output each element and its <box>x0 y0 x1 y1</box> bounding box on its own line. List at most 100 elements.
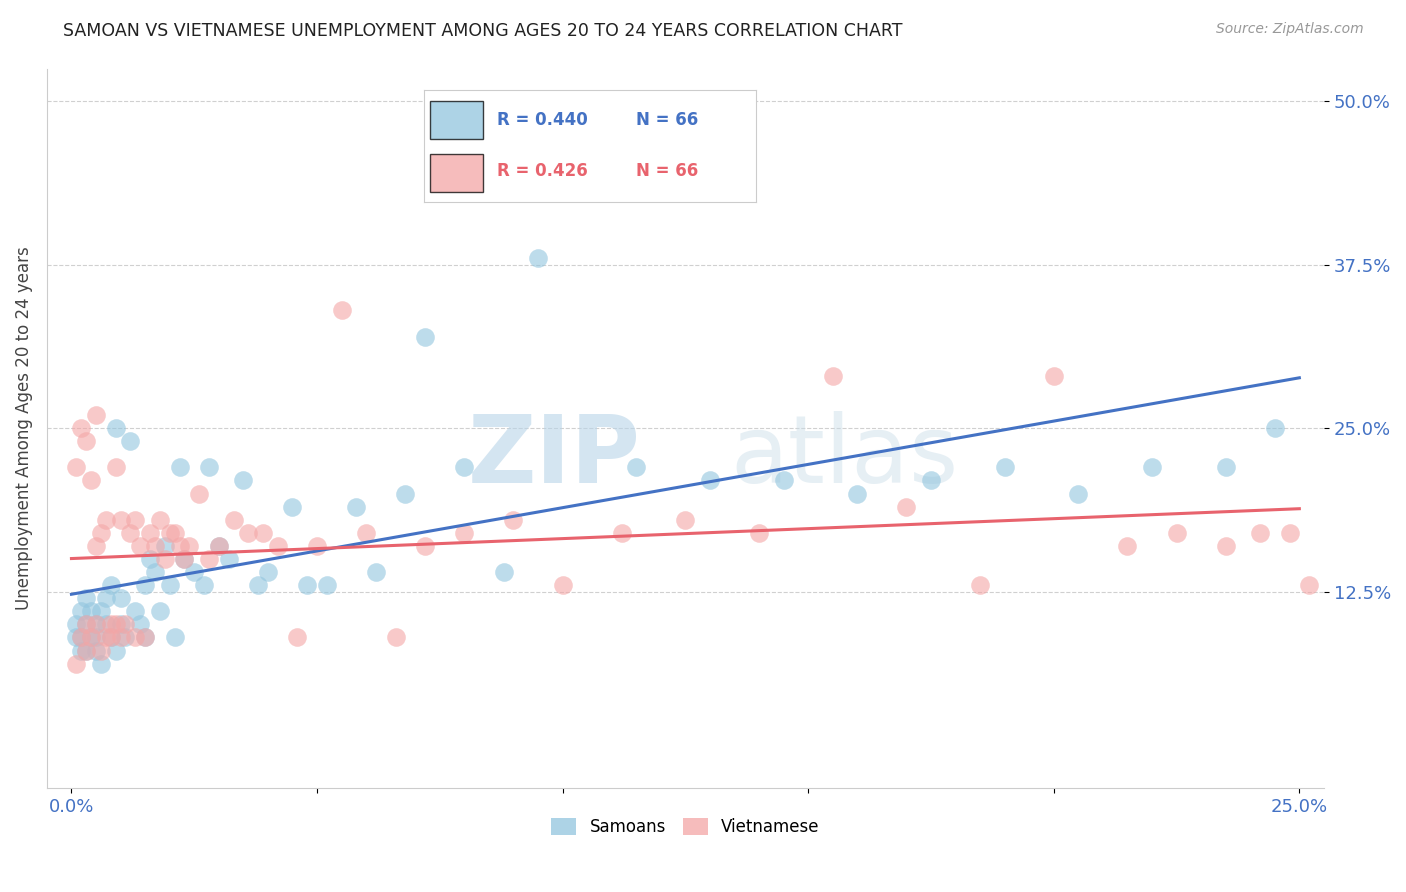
Point <box>1215 539 1237 553</box>
Point <box>354 525 377 540</box>
Text: Source: ZipAtlas.com: Source: ZipAtlas.com <box>1216 22 1364 37</box>
Point <box>84 539 107 553</box>
Point <box>129 539 152 553</box>
Point <box>1215 460 1237 475</box>
Point <box>384 631 406 645</box>
Point <box>287 631 309 645</box>
Point <box>502 513 524 527</box>
Point <box>110 631 132 645</box>
Point <box>70 643 93 657</box>
Point <box>120 434 142 449</box>
Point <box>94 513 117 527</box>
Point <box>198 552 221 566</box>
Point <box>673 513 696 527</box>
Point <box>492 565 515 579</box>
Point <box>295 578 318 592</box>
Point <box>84 617 107 632</box>
Point <box>169 539 191 553</box>
Legend: Samoans, Vietnamese: Samoans, Vietnamese <box>543 809 828 844</box>
Point <box>75 434 97 449</box>
Point <box>821 368 844 383</box>
Point <box>90 657 112 671</box>
Point <box>413 329 436 343</box>
Point <box>100 631 122 645</box>
Point <box>330 303 353 318</box>
Point <box>94 617 117 632</box>
Text: atlas: atlas <box>730 411 959 503</box>
Point <box>163 631 186 645</box>
Point <box>84 643 107 657</box>
Point <box>305 539 328 553</box>
Point <box>920 474 942 488</box>
Point <box>124 513 146 527</box>
Point <box>527 251 550 265</box>
Point <box>84 617 107 632</box>
Point <box>846 486 869 500</box>
Point <box>218 552 240 566</box>
Point <box>90 643 112 657</box>
Point <box>153 539 176 553</box>
Point <box>94 591 117 606</box>
Point <box>134 631 156 645</box>
Point <box>120 525 142 540</box>
Point <box>179 539 201 553</box>
Point <box>1298 578 1320 592</box>
Point <box>80 474 103 488</box>
Point <box>153 552 176 566</box>
Point <box>315 578 337 592</box>
Point <box>80 631 103 645</box>
Point <box>267 539 290 553</box>
Point <box>163 525 186 540</box>
Point <box>247 578 270 592</box>
Point <box>1067 486 1090 500</box>
Point <box>75 617 97 632</box>
Point <box>100 631 122 645</box>
Point <box>238 525 260 540</box>
Y-axis label: Unemployment Among Ages 20 to 24 years: Unemployment Among Ages 20 to 24 years <box>15 246 32 610</box>
Point <box>1042 368 1064 383</box>
Point <box>100 578 122 592</box>
Point <box>551 578 574 592</box>
Point <box>114 631 136 645</box>
Point <box>114 617 136 632</box>
Point <box>772 474 794 488</box>
Point <box>453 525 475 540</box>
Point <box>173 552 195 566</box>
Point <box>994 460 1017 475</box>
Point <box>699 474 721 488</box>
Point <box>134 578 156 592</box>
Point <box>143 539 166 553</box>
Point <box>100 617 122 632</box>
Point <box>70 604 93 618</box>
Point <box>453 460 475 475</box>
Point <box>364 565 387 579</box>
Point <box>1278 525 1301 540</box>
Point <box>610 525 633 540</box>
Point <box>110 513 132 527</box>
Point <box>75 643 97 657</box>
Point <box>70 631 93 645</box>
Point <box>1249 525 1271 540</box>
Point <box>149 604 172 618</box>
Point <box>65 460 87 475</box>
Point <box>80 604 103 618</box>
Point <box>188 486 211 500</box>
Point <box>139 525 162 540</box>
Point <box>65 617 87 632</box>
Point <box>124 631 146 645</box>
Point <box>104 643 127 657</box>
Point <box>65 631 87 645</box>
Point <box>198 460 221 475</box>
Point <box>75 591 97 606</box>
Point <box>110 617 132 632</box>
Point <box>84 631 107 645</box>
Point <box>281 500 304 514</box>
Point <box>344 500 367 514</box>
Point <box>149 513 172 527</box>
Point <box>1116 539 1139 553</box>
Point <box>75 617 97 632</box>
Point <box>159 578 181 592</box>
Point <box>1264 421 1286 435</box>
Point <box>129 617 152 632</box>
Point <box>232 474 254 488</box>
